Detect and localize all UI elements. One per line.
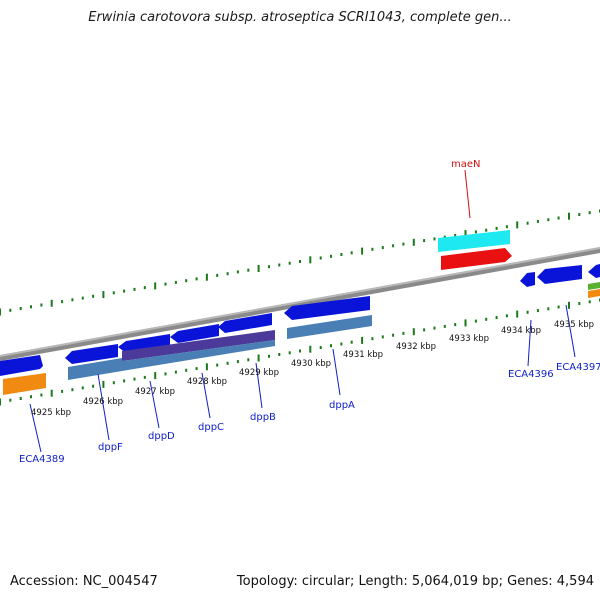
genome-backbone-highlight (0, 247, 600, 357)
gene-label-ECA4389[interactable]: ECA4389 (19, 454, 65, 465)
scale-label: 4928 kbp (187, 377, 227, 387)
edge-green-feature[interactable] (588, 282, 600, 290)
scale-label: 4932 kbp (396, 342, 436, 352)
maeN-cds-bar[interactable] (438, 230, 510, 252)
maeN-leader (465, 170, 470, 218)
ECA4397-gene-arrow[interactable] (537, 265, 582, 284)
gene-label-ECA4397[interactable]: ECA4397 (556, 362, 600, 373)
gene-label-dppA[interactable]: dppA (329, 400, 355, 411)
gene-label-maeN[interactable]: maeN (451, 159, 481, 170)
scale-label: 4929 kbp (239, 368, 279, 378)
dppA-leader (333, 349, 340, 395)
scale-label: 4930 kbp (291, 359, 331, 369)
gene-label-dppD[interactable]: dppD (148, 431, 175, 442)
ECA4396-gene-arrow[interactable] (520, 272, 535, 287)
scale-label: 4931 kbp (343, 350, 383, 360)
gene-label-ECA4396[interactable]: ECA4396 (508, 369, 554, 380)
genome-map: 4925 kbp 4926 kbp 4927 kbp 4928 kbp 4929… (0, 0, 600, 600)
scale-label: 4925 kbp (31, 408, 71, 418)
feature-track (0, 170, 600, 452)
gene-label-dppF[interactable]: dppF (98, 442, 123, 453)
scale-label: 4933 kbp (449, 334, 489, 344)
scale-label: 4926 kbp (83, 397, 123, 407)
gene-label-dppC[interactable]: dppC (198, 422, 224, 433)
edge-gene-arrow[interactable] (588, 264, 600, 278)
scale-label: 4934 kbp (501, 326, 541, 336)
accession-text: Accession: NC_004547 (10, 574, 158, 589)
scale-label: 4935 kbp (554, 320, 594, 330)
gene-label-dppB[interactable]: dppB (250, 412, 276, 423)
ECA4397-leader (566, 305, 575, 357)
genome-summary-text: Topology: circular; Length: 5,064,019 bp… (237, 574, 594, 589)
edge-orange-feature[interactable] (588, 289, 600, 298)
scale-label: 4927 kbp (135, 387, 175, 397)
ECA4389-orange-feature[interactable] (3, 373, 46, 395)
